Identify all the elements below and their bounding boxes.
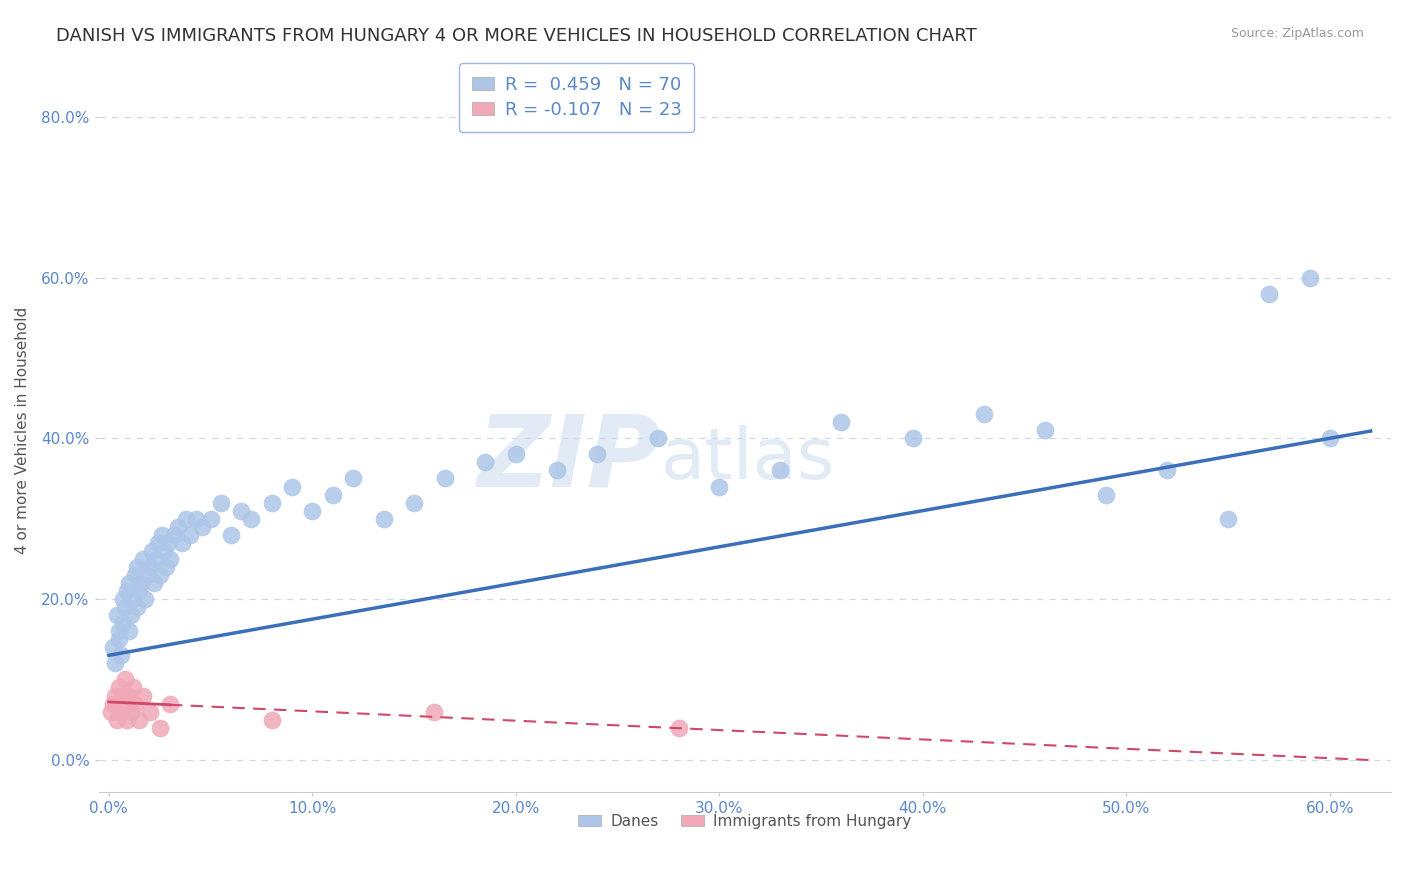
Point bbox=[105, 713, 128, 727]
Point bbox=[150, 527, 173, 541]
Point bbox=[118, 689, 141, 703]
Point bbox=[404, 495, 426, 509]
Point bbox=[101, 640, 124, 655]
Point bbox=[101, 697, 124, 711]
Point bbox=[186, 511, 208, 525]
Point bbox=[240, 511, 263, 525]
Text: ZIP: ZIP bbox=[478, 410, 661, 508]
Point bbox=[172, 535, 194, 549]
Point bbox=[260, 495, 283, 509]
Point bbox=[586, 447, 609, 461]
Point bbox=[131, 576, 153, 591]
Point bbox=[901, 431, 924, 445]
Point bbox=[209, 495, 232, 509]
Point bbox=[115, 584, 138, 599]
Point bbox=[709, 479, 731, 493]
Point bbox=[229, 503, 252, 517]
Point bbox=[179, 527, 201, 541]
Point bbox=[668, 721, 690, 735]
Point bbox=[1095, 487, 1118, 501]
Point bbox=[108, 632, 131, 647]
Point bbox=[115, 713, 138, 727]
Point bbox=[118, 576, 141, 591]
Point bbox=[152, 544, 174, 558]
Point bbox=[322, 487, 344, 501]
Point bbox=[505, 447, 527, 461]
Point bbox=[110, 705, 132, 719]
Point bbox=[114, 697, 136, 711]
Point bbox=[132, 552, 155, 566]
Point bbox=[200, 511, 222, 525]
Point bbox=[134, 592, 156, 607]
Point bbox=[301, 503, 323, 517]
Point bbox=[155, 560, 177, 574]
Point bbox=[108, 697, 131, 711]
Point bbox=[132, 689, 155, 703]
Point bbox=[105, 608, 128, 623]
Point bbox=[120, 705, 142, 719]
Point bbox=[146, 535, 169, 549]
Point bbox=[114, 673, 136, 687]
Point bbox=[163, 527, 186, 541]
Point bbox=[142, 576, 165, 591]
Point bbox=[191, 519, 214, 533]
Point bbox=[167, 519, 190, 533]
Y-axis label: 4 or more Vehicles in Household: 4 or more Vehicles in Household bbox=[15, 307, 30, 554]
Point bbox=[104, 689, 127, 703]
Point bbox=[124, 568, 146, 582]
Point bbox=[124, 697, 146, 711]
Point bbox=[112, 616, 135, 631]
Point bbox=[136, 568, 159, 582]
Text: Source: ZipAtlas.com: Source: ZipAtlas.com bbox=[1230, 27, 1364, 40]
Point bbox=[1257, 286, 1279, 301]
Point bbox=[127, 560, 149, 574]
Point bbox=[174, 511, 197, 525]
Point bbox=[112, 592, 135, 607]
Point bbox=[127, 600, 149, 615]
Point bbox=[831, 415, 853, 429]
Point bbox=[973, 407, 995, 421]
Point bbox=[474, 455, 496, 469]
Point bbox=[1033, 423, 1056, 437]
Point bbox=[219, 527, 242, 541]
Text: atlas: atlas bbox=[661, 425, 835, 493]
Point bbox=[260, 713, 283, 727]
Point bbox=[373, 511, 395, 525]
Point bbox=[122, 681, 145, 695]
Point bbox=[128, 713, 150, 727]
Legend: Danes, Immigrants from Hungary: Danes, Immigrants from Hungary bbox=[572, 808, 918, 835]
Point bbox=[110, 648, 132, 663]
Point bbox=[120, 608, 142, 623]
Point bbox=[546, 463, 568, 477]
Point bbox=[112, 689, 135, 703]
Point bbox=[1319, 431, 1341, 445]
Point bbox=[128, 584, 150, 599]
Point bbox=[104, 657, 127, 671]
Point bbox=[423, 705, 446, 719]
Point bbox=[433, 471, 456, 485]
Text: DANISH VS IMMIGRANTS FROM HUNGARY 4 OR MORE VEHICLES IN HOUSEHOLD CORRELATION CH: DANISH VS IMMIGRANTS FROM HUNGARY 4 OR M… bbox=[56, 27, 977, 45]
Point bbox=[122, 592, 145, 607]
Point bbox=[149, 568, 172, 582]
Point bbox=[342, 471, 364, 485]
Point bbox=[1218, 511, 1240, 525]
Point bbox=[108, 681, 131, 695]
Point bbox=[138, 705, 160, 719]
Point bbox=[145, 552, 167, 566]
Point bbox=[156, 535, 179, 549]
Point bbox=[114, 600, 136, 615]
Point bbox=[769, 463, 792, 477]
Point bbox=[118, 624, 141, 639]
Point bbox=[647, 431, 669, 445]
Point bbox=[159, 697, 181, 711]
Point bbox=[141, 544, 163, 558]
Point bbox=[281, 479, 304, 493]
Point bbox=[100, 705, 122, 719]
Point bbox=[1156, 463, 1178, 477]
Point bbox=[149, 721, 172, 735]
Point bbox=[1298, 270, 1320, 285]
Point bbox=[159, 552, 181, 566]
Point bbox=[108, 624, 131, 639]
Point bbox=[138, 560, 160, 574]
